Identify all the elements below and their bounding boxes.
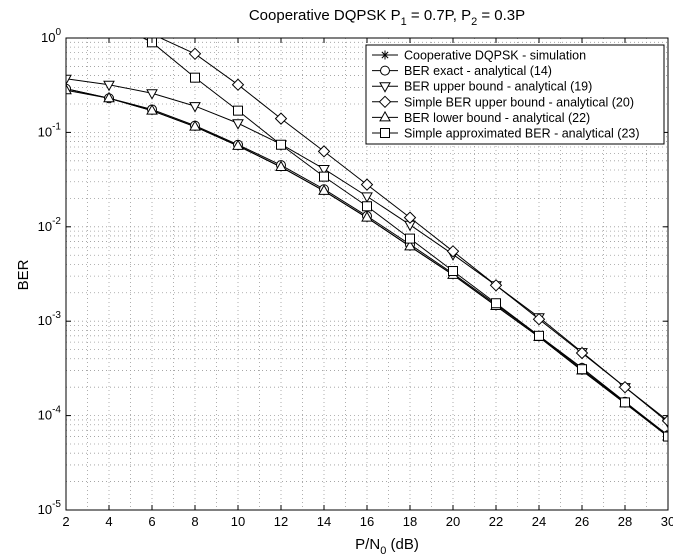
x-tick-label: 20 (446, 514, 460, 529)
data-point-diamond (274, 112, 288, 125)
data-point-triangle-up (361, 211, 373, 222)
x-tick-label: 12 (274, 514, 288, 529)
data-point-triangle-up (275, 160, 287, 172)
legend-entry: Simple approximated BER - analytical (23… (404, 127, 640, 141)
series-markers (66, 13, 668, 442)
x-axis-label-sub: 0 (380, 545, 386, 555)
y-tick-label: 100 (41, 27, 61, 45)
data-point-square (620, 397, 630, 408)
legend-entry: Cooperative DQPSK - simulation (404, 49, 586, 63)
y-tick-label: 10-4 (38, 405, 62, 423)
data-point-square (105, 17, 114, 26)
data-point-triangle-up (66, 83, 72, 95)
y-tick-label: 10-1 (38, 121, 62, 139)
y-tick-label: 10-2 (38, 216, 62, 234)
x-tick-label: 18 (403, 514, 417, 529)
x-tick-label: 14 (317, 514, 331, 529)
legend-marker-diamond (378, 95, 392, 109)
x-tick-label: 22 (489, 514, 503, 529)
legend-entry: BER exact - analytical (14) (404, 64, 552, 78)
data-point-square (577, 364, 587, 375)
legend-marker-star-stroke (381, 51, 389, 59)
title-end: = 0.3P (477, 7, 525, 24)
data-point-diamond (231, 78, 245, 91)
data-point-triangle-down (232, 119, 244, 130)
legend-box (365, 44, 665, 145)
x-axis-label-main: P/N (355, 536, 380, 553)
data-point-square (190, 72, 200, 83)
data-point-triangle-down (103, 80, 115, 92)
data-point-square (362, 201, 372, 212)
data-point-diamond (661, 414, 668, 428)
data-point-diamond (403, 211, 417, 224)
data-point-triangle-down (361, 192, 373, 203)
y-tick-label: 10-5 (38, 499, 62, 517)
x-tick-label: 2 (62, 514, 69, 529)
x-tick-label: 28 (618, 514, 632, 529)
legend-marker-circle (380, 65, 390, 76)
data-point-triangle-up (146, 104, 158, 115)
data-point-diamond (317, 145, 331, 158)
data-point-triangle-up (318, 184, 330, 195)
x-tick-label: 26 (575, 514, 589, 529)
data-point-triangle-down (318, 164, 330, 176)
data-point-triangle-up (103, 91, 115, 103)
data-point-triangle-down (66, 74, 72, 86)
data-point-diamond (575, 346, 589, 360)
data-point-square (405, 233, 415, 244)
x-axis-label-end: (dB) (386, 536, 419, 553)
data-point-triangle-down (189, 102, 201, 113)
title-sub-2: 2 (471, 16, 477, 28)
chart-title: Cooperative DQPSK P1 = 0.7P, P2 = 0.3P (249, 7, 525, 28)
legend-marker-triangle-up (379, 110, 391, 122)
y-tick-label: 10-3 (38, 310, 62, 328)
legend-marker-triangle-down (379, 82, 391, 93)
data-point-square (448, 266, 458, 277)
data-point-diamond (618, 380, 632, 394)
data-point-triangle-up (404, 239, 416, 251)
data-point-diamond (489, 279, 503, 292)
data-point-diamond (360, 178, 374, 191)
x-tick-label: 6 (148, 514, 155, 529)
data-point-triangle-up (232, 139, 244, 150)
x-tick-label: 10 (231, 514, 245, 529)
data-point-diamond (104, 13, 115, 24)
legend-entry: BER upper bound - analytical (19) (404, 80, 592, 94)
data-point-diamond (188, 47, 202, 61)
legend-marker-star (380, 50, 390, 60)
data-point-square (491, 298, 501, 309)
x-tick-label: 8 (191, 514, 198, 529)
data-point-square (319, 171, 329, 182)
x-tick-label: 24 (532, 514, 546, 529)
data-point-square (663, 431, 668, 442)
data-point-triangle-down (146, 89, 158, 100)
x-tick-label: 30 (661, 514, 673, 529)
x-axis-label: P/N0 (dB) (355, 536, 419, 555)
legend-entry: BER lower bound - analytical (22) (404, 111, 590, 125)
title-main: Cooperative DQPSK P (249, 7, 401, 24)
data-point-triangle-up (189, 120, 201, 131)
y-axis-label: BER (15, 259, 32, 290)
data-point-square (534, 330, 544, 341)
title-mid: = 0.7P, P (407, 7, 471, 24)
legend-marker-square (380, 128, 390, 138)
x-tick-label: 16 (360, 514, 374, 529)
data-point-diamond (532, 312, 546, 326)
data-point-square (233, 105, 243, 116)
x-tick-label: 4 (105, 514, 112, 529)
data-point-square (276, 139, 286, 150)
legend-entry: Simple BER upper bound - analytical (20) (404, 95, 634, 109)
title-sub-1: 1 (401, 16, 407, 28)
data-point-diamond (446, 245, 460, 258)
axis-ticks: 2 4 6 8 10 12 14 16 18 20 22 24 26 28 3010010-110-210-… (38, 27, 673, 529)
